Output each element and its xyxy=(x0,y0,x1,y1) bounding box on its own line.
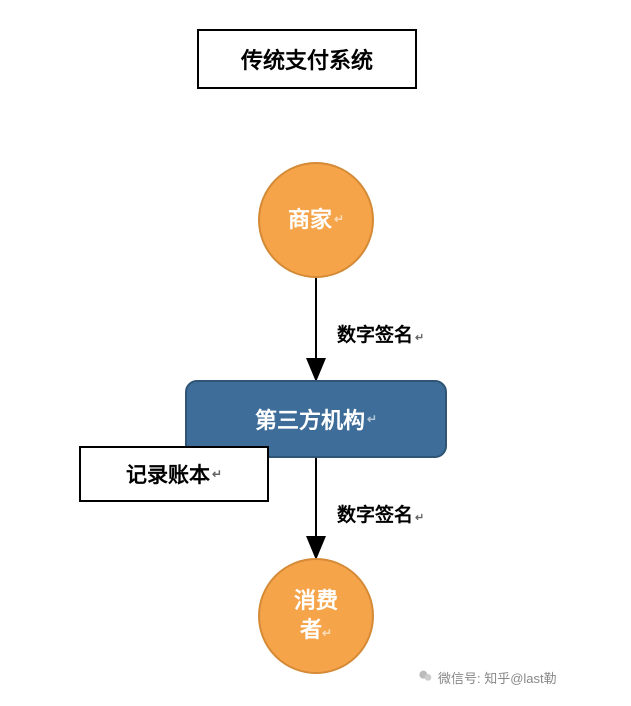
node-consumer: 消费者↵ xyxy=(258,558,374,674)
diagram-title-box: 传统支付系统 xyxy=(197,29,417,89)
wechat-icon xyxy=(418,668,434,687)
diagram-title-text: 传统支付系统 xyxy=(241,43,373,75)
annotation-ledger: 记录账本↵ xyxy=(79,446,269,502)
node-thirdparty-label: 第三方机构 xyxy=(255,403,365,435)
watermark-text: 微信号: 知乎@last勒 xyxy=(438,668,557,687)
return-glyph: ↵ xyxy=(367,412,377,426)
return-glyph: ↵ xyxy=(415,332,424,344)
node-consumer-label: 消费者↵ xyxy=(294,587,338,644)
annotation-ledger-label: 记录账本 xyxy=(126,459,210,489)
edge-label-0-text: 数字签名 xyxy=(337,325,413,346)
watermark: 微信号: 知乎@last勒 xyxy=(418,668,557,687)
edge-label-0: 数字签名↵ xyxy=(337,320,424,347)
edge-label-1: 数字签名↵ xyxy=(337,500,424,527)
node-merchant-label: 商家 xyxy=(288,206,332,235)
return-glyph: ↵ xyxy=(415,512,424,524)
return-glyph: ↵ xyxy=(212,467,222,481)
node-merchant: 商家↵ xyxy=(258,162,374,278)
return-glyph: ↵ xyxy=(334,212,344,228)
edge-label-1-text: 数字签名 xyxy=(337,505,413,526)
